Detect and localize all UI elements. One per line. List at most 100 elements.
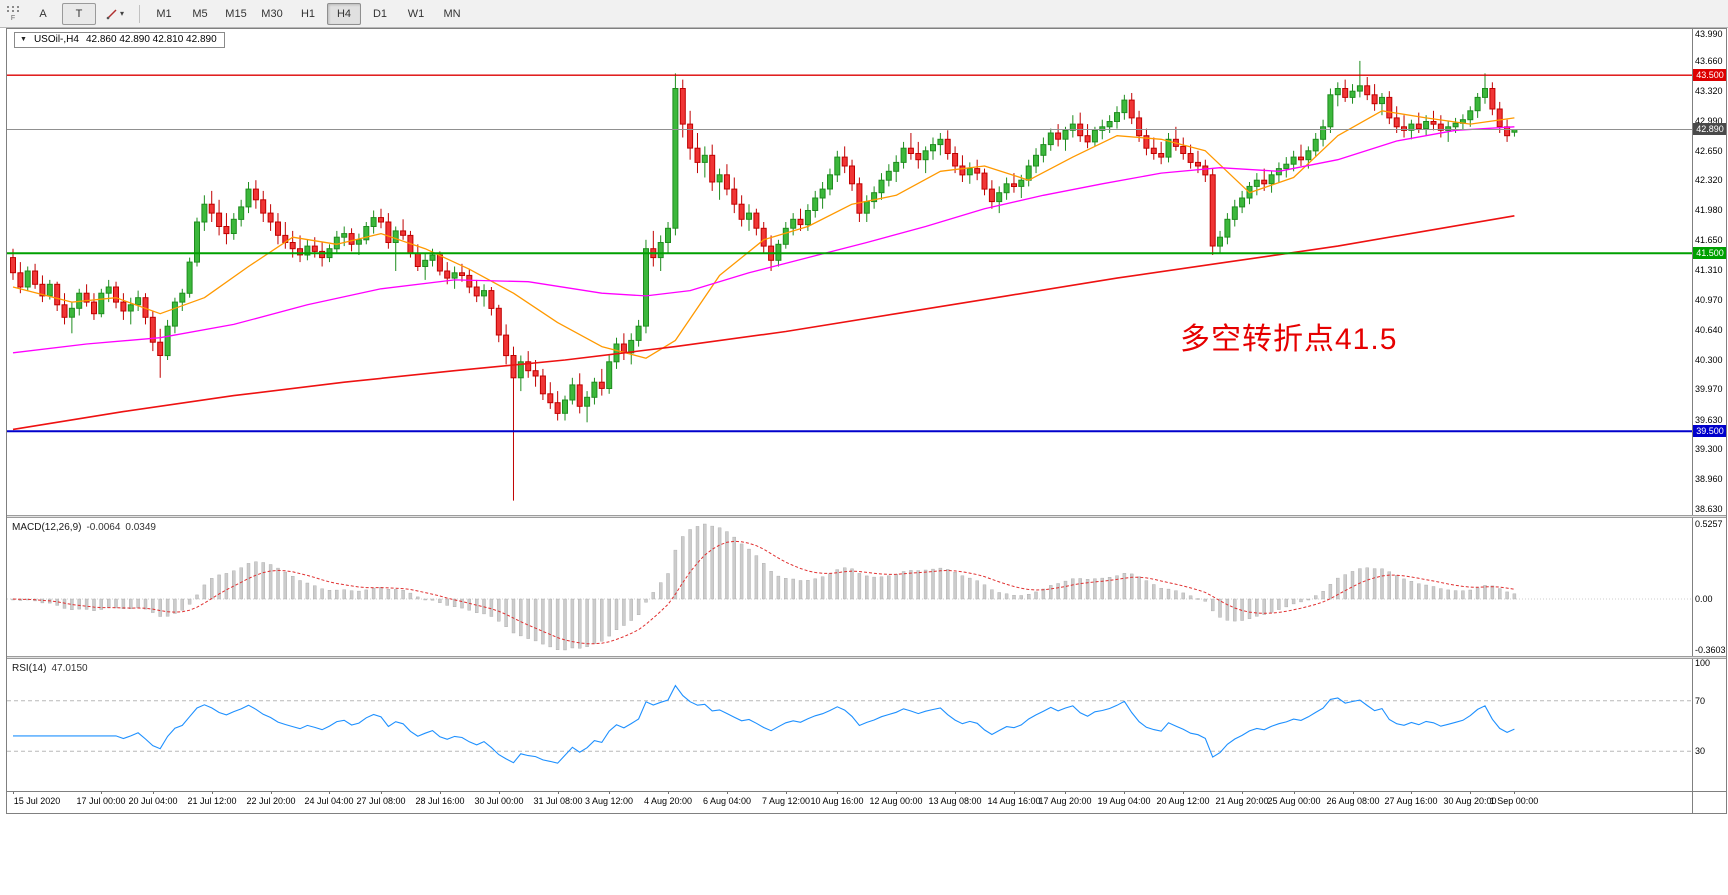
price-axis-label: 39.970: [1695, 384, 1723, 394]
time-axis-tick: [668, 791, 669, 794]
time-axis-tick: [499, 791, 500, 794]
annotation-text[interactable]: 多空转折点41.5: [1180, 323, 1398, 356]
drawing-tool-button[interactable]: ▾: [98, 3, 132, 25]
price-axis-label: 40.640: [1695, 325, 1723, 335]
timeframe-button-m5[interactable]: M5: [192, 7, 208, 20]
bid-price-marker: 42.890: [1693, 123, 1727, 135]
macd-value-main: -0.0064: [86, 522, 121, 533]
price-axis-label: 41.310: [1695, 265, 1723, 275]
time-axis-label: 30 Aug 20:00: [1443, 796, 1497, 806]
time-axis-label: 27 Aug 16:00: [1384, 796, 1438, 806]
time-axis-label: 30 Jul 00:00: [474, 796, 524, 806]
time-axis-tick: [329, 791, 330, 794]
time-axis-label: 21 Jul 12:00: [187, 796, 237, 806]
time-axis-label: 13 Aug 08:00: [928, 796, 982, 806]
rsi-value: 47.0150: [51, 663, 88, 674]
time-axis-label: 4 Aug 20:00: [643, 796, 693, 806]
time-axis-tick: [440, 791, 441, 794]
time-axis-label: 31 Jul 08:00: [533, 796, 583, 806]
time-axis-label: 10 Aug 16:00: [810, 796, 864, 806]
time-axis-tick: [212, 791, 213, 794]
timeframe-button-h1[interactable]: H1: [300, 7, 316, 20]
time-axis-tick: [955, 791, 956, 794]
time-axis-label: 21 Aug 20:00: [1215, 796, 1269, 806]
price-axis-label: 40.970: [1695, 295, 1723, 305]
time-axis-label: 17 Jul 00:00: [76, 796, 126, 806]
time-axis-tick: [1242, 791, 1243, 794]
price-axis[interactable]: 43.500 41.500 39.500 42.890 43.990 43.660 43.3…: [1693, 0, 1728, 814]
timeframe-button-m15[interactable]: M15: [225, 7, 247, 20]
price-axis-label: 43.990: [1695, 29, 1723, 39]
macd-scale-label: 0.5257: [1695, 519, 1723, 529]
time-axis-tick: [153, 791, 154, 794]
macd-canvas[interactable]: [7, 518, 1692, 656]
text-tool-button[interactable]: T: [62, 2, 96, 25]
price-axis-label: 39.300: [1695, 444, 1723, 454]
time-axis-tick: [727, 791, 728, 794]
chart-caption: ▼ USOil-,H4 42.860 42.890 42.810 42.890: [14, 32, 225, 48]
rsi-scale-label: 100: [1695, 658, 1711, 668]
time-axis-tick: [1353, 791, 1354, 794]
timeframe-button-m1[interactable]: M1: [156, 7, 172, 20]
price-axis-label: 41.980: [1695, 205, 1723, 215]
time-axis-label: 3 Aug 12:00: [584, 796, 634, 806]
time-axis-tick: [1183, 791, 1184, 794]
rsi-name: RSI(14): [12, 663, 47, 674]
price-axis-label: 40.300: [1695, 355, 1723, 365]
rsi-scale-label: 70: [1695, 696, 1706, 706]
timeframe-button-h4[interactable]: H4: [327, 2, 361, 25]
time-axis-label: 17 Aug 20:00: [1038, 796, 1092, 806]
chart-caption-ohlc: 42.860 42.890 42.810 42.890: [85, 34, 217, 45]
time-axis-label: 1 Sep 00:00: [1489, 796, 1539, 806]
time-axis-tick: [271, 791, 272, 794]
time-axis-label: 25 Aug 00:00: [1267, 796, 1321, 806]
toolbar: F A T ▾ M1 M5 M15 M30 H1 H4 D1 W1 MN: [0, 0, 1728, 28]
time-axis-label: 20 Aug 12:00: [1156, 796, 1210, 806]
platform-logo: F: [3, 5, 23, 22]
time-axis-tick: [381, 791, 382, 794]
time-axis-label: 14 Aug 16:00: [987, 796, 1041, 806]
time-axis-label: 27 Jul 08:00: [356, 796, 406, 806]
logo-letter: F: [10, 15, 16, 22]
time-axis-label: 22 Jul 20:00: [246, 796, 296, 806]
time-axis-label: 28 Jul 16:00: [415, 796, 465, 806]
price-axis-label: 39.630: [1695, 415, 1723, 425]
hline-price-marker: 43.500: [1693, 69, 1727, 81]
time-axis-tick: [13, 791, 14, 794]
time-axis-label: 24 Jul 04:00: [304, 796, 354, 806]
time-axis-tick: [1124, 791, 1125, 794]
price-axis-label: 43.660: [1695, 56, 1723, 66]
time-axis-label: 7 Aug 12:00: [761, 796, 811, 806]
price-chart-canvas[interactable]: [7, 28, 1692, 515]
time-axis-label: 26 Aug 08:00: [1326, 796, 1380, 806]
time-axis-tick: [786, 791, 787, 794]
time-axis-tick: [896, 791, 897, 794]
rsi-canvas[interactable]: [7, 659, 1692, 791]
time-axis-tick: [1470, 791, 1471, 794]
time-axis-tick: [1514, 791, 1515, 794]
time-axis[interactable]: 15 Jul 2020 17 Jul 00:00 20 Jul 04:00 21 Ju…: [7, 791, 1692, 814]
timeframe-button-mn[interactable]: MN: [443, 7, 461, 20]
time-axis-label: 19 Aug 04:00: [1097, 796, 1151, 806]
price-axis-label: 38.630: [1695, 504, 1723, 514]
rsi-scale-label: 30: [1695, 746, 1706, 756]
collapse-chart-icon[interactable]: ▼: [20, 36, 27, 43]
time-axis-tick: [1014, 791, 1015, 794]
toolbar-separator: [139, 4, 140, 23]
price-axis-label: 38.960: [1695, 474, 1723, 484]
time-axis-label: 15 Jul 2020: [13, 796, 61, 806]
price-axis-label: 41.650: [1695, 235, 1723, 245]
timeframe-button-m30[interactable]: M30: [261, 7, 283, 20]
trendline-icon: [106, 8, 117, 19]
price-axis-label: 42.320: [1695, 175, 1723, 185]
price-axis-label: 42.650: [1695, 146, 1723, 156]
panel-splitter-rsi[interactable]: [7, 656, 1726, 659]
panel-splitter-macd[interactable]: [7, 515, 1726, 518]
hline-price-marker: 41.500: [1693, 247, 1727, 259]
macd-value-signal: 0.0349: [125, 522, 156, 533]
label-tool-button[interactable]: A: [39, 7, 47, 20]
timeframe-button-d1[interactable]: D1: [372, 7, 388, 20]
time-scale-separator: [7, 791, 1726, 792]
timeframe-button-w1[interactable]: W1: [407, 7, 425, 20]
time-axis-label: 6 Aug 04:00: [702, 796, 752, 806]
